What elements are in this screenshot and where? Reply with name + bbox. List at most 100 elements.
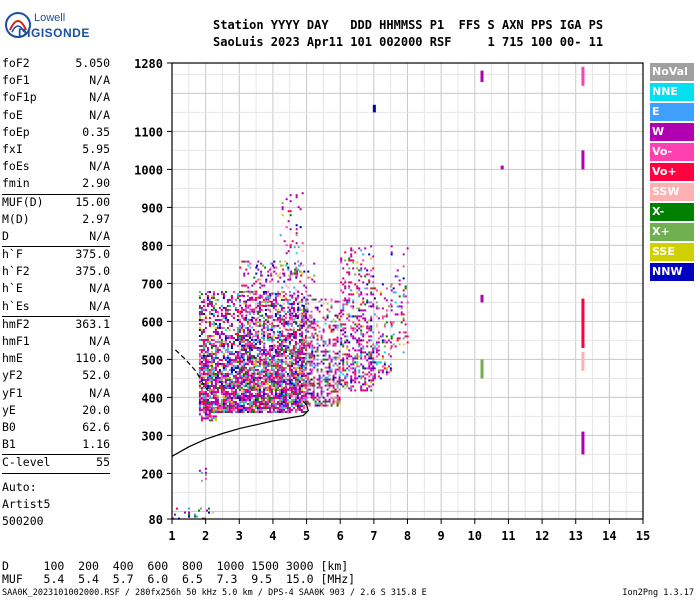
echo-point — [246, 407, 249, 409]
echo-point — [303, 386, 306, 389]
echo-point — [251, 284, 254, 287]
echo-point — [271, 348, 274, 351]
echo-point — [334, 388, 337, 391]
echo-point — [292, 307, 295, 309]
echo-point — [258, 315, 261, 317]
echo-point — [240, 337, 243, 339]
echo-point — [280, 373, 283, 375]
echo-point — [254, 331, 257, 333]
echo-point — [324, 370, 327, 373]
echo-point — [305, 362, 308, 365]
echo-point — [284, 355, 287, 357]
echo-point — [252, 403, 255, 405]
echo-point — [246, 329, 249, 331]
echo-point — [244, 339, 247, 341]
echo-point — [281, 378, 284, 381]
echo-point — [202, 357, 205, 359]
echo-point — [246, 323, 249, 325]
echo-point — [236, 351, 239, 353]
echo-point — [226, 379, 229, 381]
echo-point — [304, 397, 307, 399]
echo-point — [305, 338, 308, 341]
echo-point — [200, 389, 203, 391]
echo-point — [260, 353, 263, 355]
echo-point — [224, 393, 227, 395]
echo-point — [279, 310, 282, 313]
echo-point — [336, 384, 339, 387]
echo-point — [354, 375, 357, 378]
echo-point — [224, 399, 227, 401]
echo-point — [356, 353, 359, 356]
echo-point — [354, 357, 357, 360]
echo-point — [288, 409, 291, 411]
echo-point — [239, 376, 242, 379]
echo-point — [362, 365, 365, 368]
echo-point — [272, 401, 275, 403]
echo-point — [278, 397, 281, 399]
echo-point — [394, 275, 397, 278]
echo-point — [210, 373, 213, 375]
echo-point — [240, 291, 243, 293]
echo-point — [286, 337, 289, 339]
echo-point — [276, 383, 279, 385]
echo-point — [254, 373, 257, 375]
echo-point — [342, 277, 345, 280]
echo-point — [296, 383, 299, 385]
echo-point — [228, 395, 231, 397]
echo-point — [228, 369, 231, 371]
echo-point — [362, 313, 365, 316]
echo-point — [265, 326, 268, 329]
echo-point — [282, 401, 285, 403]
echo-point — [257, 332, 260, 335]
echo-point — [212, 379, 215, 381]
echo-point — [214, 397, 217, 400]
echo-point — [212, 389, 215, 391]
echo-point — [289, 310, 292, 313]
echo-point — [210, 389, 213, 391]
echo-point — [276, 317, 279, 319]
echo-point — [184, 511, 186, 514]
param-name: M(D) — [2, 211, 30, 226]
echo-point — [282, 395, 285, 397]
echo-point — [352, 337, 355, 340]
echo-point — [352, 305, 355, 308]
echo-point — [383, 351, 386, 354]
echo-point — [258, 341, 261, 343]
echo-point — [222, 333, 225, 335]
echo-point — [244, 385, 247, 387]
echo-point — [252, 369, 255, 371]
echo-point — [390, 335, 393, 338]
param-value: N/A — [89, 107, 110, 122]
echo-point — [304, 335, 307, 337]
echo-point — [278, 399, 281, 401]
echo-point — [354, 349, 357, 352]
echo-point — [224, 403, 227, 405]
echo-point — [254, 347, 257, 349]
echo-point — [216, 375, 219, 377]
echo-point — [228, 325, 231, 327]
echo-point — [279, 344, 282, 347]
echo-point — [202, 305, 205, 307]
y-tick-label: 700 — [141, 277, 163, 291]
echo-point — [254, 397, 257, 399]
echo-point — [244, 395, 247, 397]
echo-point — [260, 385, 263, 387]
echo-point — [352, 335, 355, 338]
echo-point — [256, 393, 259, 395]
echo-point — [330, 390, 333, 393]
echo-point — [328, 368, 331, 371]
echo-point — [242, 341, 245, 343]
echo-point — [244, 389, 247, 391]
echo-point — [259, 360, 262, 363]
echo-point — [370, 287, 373, 290]
echo-point — [216, 379, 219, 381]
echo-point — [294, 409, 297, 411]
echo-point — [279, 376, 282, 379]
echo-point — [310, 378, 313, 381]
echo-point — [293, 318, 296, 321]
echo-point — [390, 309, 393, 312]
echo-point — [250, 339, 253, 341]
echo-point — [295, 234, 298, 237]
echo-point — [267, 388, 270, 391]
echo-point — [292, 399, 295, 401]
